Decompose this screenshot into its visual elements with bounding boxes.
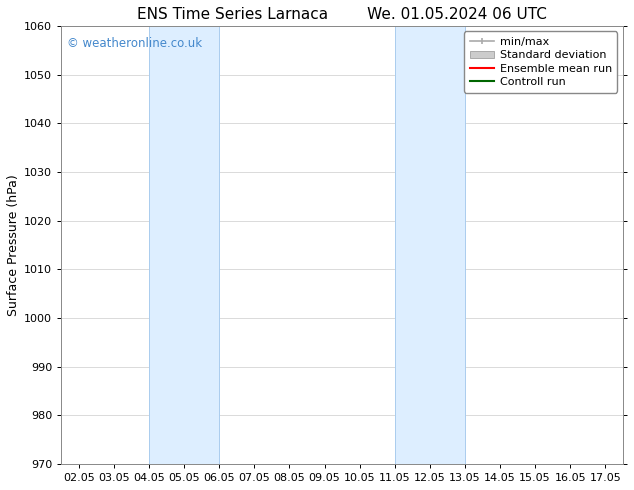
Y-axis label: Surface Pressure (hPa): Surface Pressure (hPa)	[7, 174, 20, 316]
Title: ENS Time Series Larnaca        We. 01.05.2024 06 UTC: ENS Time Series Larnaca We. 01.05.2024 0…	[137, 7, 547, 22]
Bar	[395, 26, 465, 464]
Bar	[149, 26, 219, 464]
Text: © weatheronline.co.uk: © weatheronline.co.uk	[67, 37, 202, 50]
Legend: min/max, Standard deviation, Ensemble mean run, Controll run: min/max, Standard deviation, Ensemble me…	[464, 31, 618, 93]
